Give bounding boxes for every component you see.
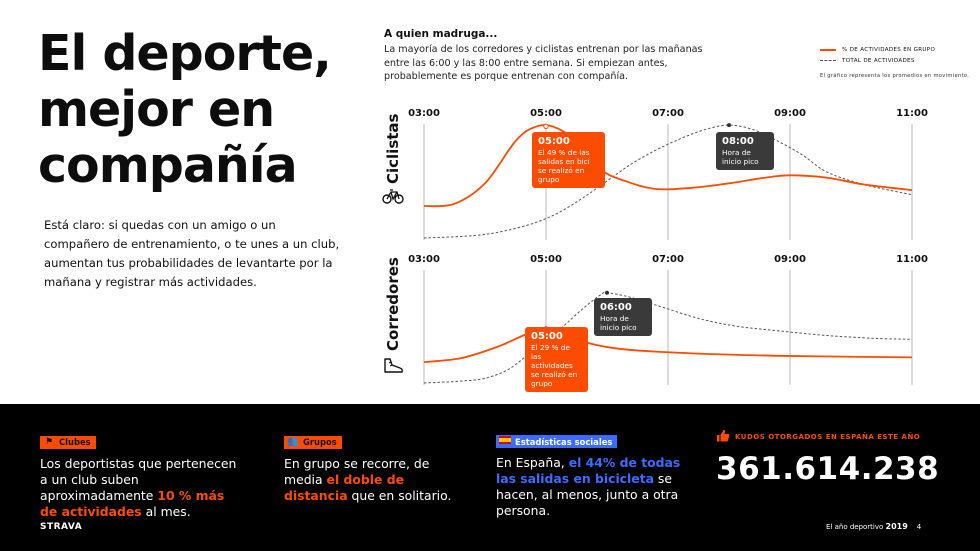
shoe-icon xyxy=(382,357,404,379)
legend-group-swatch xyxy=(820,48,836,51)
x-tick-label: 09:00 xyxy=(774,254,806,265)
intro-text: Está claro: si quedas con un amigo o un … xyxy=(44,218,340,289)
group-marker xyxy=(543,123,549,129)
cyclists-peak-callout: 08:00 Hora de inicio pico xyxy=(716,132,774,170)
groups-text: En grupo se recorre, de media el doble d… xyxy=(284,456,459,504)
cyclists-label: Ciclistas xyxy=(384,113,402,184)
report-name: El año deportivo xyxy=(826,523,884,531)
social-text: En España, el 44% de todas las salidas e… xyxy=(496,455,696,519)
groups-text-pre: En grupo se recorre, de media xyxy=(284,455,430,487)
headline-line-1: El deporte, xyxy=(38,25,332,82)
clubs-highlight: 10 % más de actividades xyxy=(40,487,225,519)
social-tag: Estadísticas sociales xyxy=(496,435,618,448)
clubs-tag-label: Clubes xyxy=(59,437,91,447)
chart-description: La mayoría de los corredores y ciclistas… xyxy=(384,44,703,82)
group-activities-line xyxy=(423,124,913,208)
kudos-label-row: KUDOS OTORGADOS EN ESPAÑA ESTE AÑO xyxy=(716,429,956,444)
groups-block: 👥 Grupos En grupo se recorre, de media e… xyxy=(284,429,459,504)
social-text-pre: En España, xyxy=(496,455,569,470)
time-charts: 03:00 05:00 07:00 09:00 11:00 03:00 05:00 07:00… xyxy=(408,108,928,385)
groups-tag: 👥 Grupos xyxy=(284,435,342,449)
x-tick-label: 11:00 xyxy=(896,108,928,119)
clubs-block: ⚑ Clubes Los deportistas que pertenecen … xyxy=(40,429,240,520)
legend-note: El gráfico representa los promedios en m… xyxy=(820,73,970,79)
clubs-text-pre: Los deportistas que pertenecen a un club… xyxy=(40,455,237,503)
peak-marker xyxy=(605,290,609,295)
chart-legend: % DE ACTIVIDADES EN GRUPO TOTAL DE ACTIV… xyxy=(820,44,970,79)
social-highlight: el 44% de todas las salidas en bicicleta xyxy=(496,455,681,486)
runners-group-callout: 05:00 El 29 % de las actividades se real… xyxy=(525,327,588,392)
x-tick-label: 03:00 xyxy=(408,254,440,265)
groups-highlight: el doble de distancia xyxy=(284,471,405,503)
callout-text: El 49 % de las salidas en bici se realiz… xyxy=(538,148,590,184)
headline-line-2: mejor en xyxy=(38,81,275,138)
kudos-value: 361.614.238 xyxy=(716,451,940,487)
strava-logo: STRAVA xyxy=(40,522,83,532)
callout-title: 05:00 xyxy=(538,136,570,147)
legend-group-label: % DE ACTIVIDADES EN GRUPO xyxy=(842,46,936,53)
clubs-tag: ⚑ Clubes xyxy=(40,435,96,449)
x-tick-label: 07:00 xyxy=(652,108,684,119)
social-text-post: se hacen, al menos, junto a otra persona… xyxy=(496,471,679,518)
total-activities-line xyxy=(423,124,913,239)
report-footer: El año deportivo 2019 4 xyxy=(826,522,921,531)
x-tick-label: 11:00 xyxy=(896,254,928,265)
spain-flag-icon xyxy=(499,436,511,447)
groups-tag-label: Grupos xyxy=(303,437,337,447)
bicycle-icon xyxy=(382,188,404,208)
callout-text: Hora de inicio pico xyxy=(600,314,637,332)
groups-text-post: que en solitario. xyxy=(347,487,452,503)
x-tick-label: 07:00 xyxy=(652,254,684,265)
footer: ⚑ Clubes Los deportistas que pertenecen … xyxy=(0,404,980,551)
clubs-text-post: al mes. xyxy=(141,503,191,519)
cyclists-group-callout: 05:00 El 49 % de las salidas en bici se … xyxy=(532,132,605,188)
group-activities-line xyxy=(423,327,913,363)
flag-icon: ⚑ xyxy=(44,437,54,447)
callout-title: 06:00 xyxy=(600,302,632,313)
headline-line-3: compañía xyxy=(38,137,298,194)
legend-group: % DE ACTIVIDADES EN GRUPO xyxy=(820,44,970,55)
x-tick-label: 09:00 xyxy=(774,108,806,119)
page-number: 4 xyxy=(916,523,922,531)
kudos-block: KUDOS OTORGADOS EN ESPAÑA ESTE AÑO 361.6… xyxy=(716,429,956,487)
x-tick-label: 05:00 xyxy=(530,108,562,119)
clubs-text: Los deportistas que pertenecen a un club… xyxy=(40,456,240,520)
peak-marker xyxy=(727,123,731,128)
x-tick-label: 03:00 xyxy=(408,108,440,119)
x-tick-label: 05:00 xyxy=(530,254,562,265)
report-year: 2019 xyxy=(885,522,908,531)
legend-total-swatch xyxy=(820,60,836,61)
callout-title: 08:00 xyxy=(722,136,754,147)
people-icon: 👥 xyxy=(287,437,299,447)
callout-text: El 29 % de las actividades se realizó en… xyxy=(531,343,578,388)
thumbs-up-icon xyxy=(716,429,730,444)
runners-label: Corredores xyxy=(384,257,402,351)
chart-subhead: A quien madruga... xyxy=(384,28,498,40)
callout-text: Hora de inicio pico xyxy=(722,148,759,166)
runners-peak-callout: 06:00 Hora de inicio pico xyxy=(594,298,652,336)
legend-total-label: TOTAL DE ACTIVIDADES xyxy=(842,57,915,64)
callout-title: 05:00 xyxy=(531,331,563,342)
headline: El deporte, mejor en compañía xyxy=(38,26,368,194)
kudos-label: KUDOS OTORGADOS EN ESPAÑA ESTE AÑO xyxy=(735,432,921,441)
social-block: Estadísticas sociales En España, el 44% … xyxy=(496,429,696,519)
social-tag-label: Estadísticas sociales xyxy=(515,436,613,447)
legend-total: TOTAL DE ACTIVIDADES xyxy=(820,55,970,66)
